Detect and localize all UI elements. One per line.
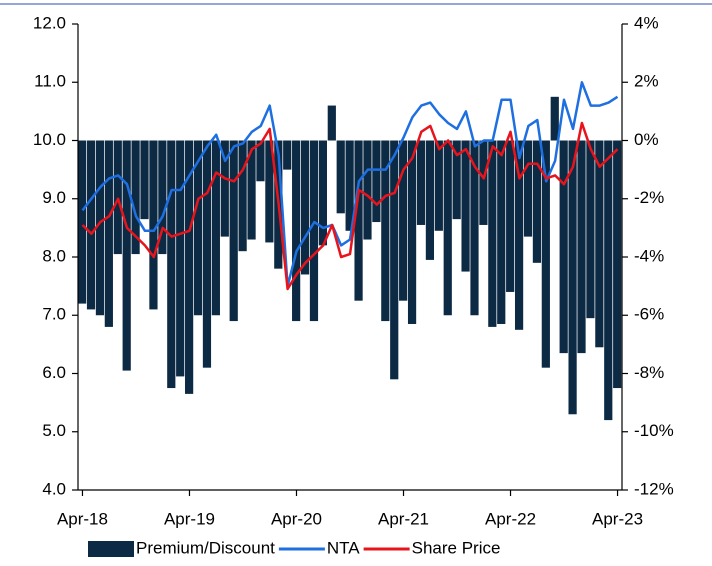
bar [354, 140, 363, 301]
bar [211, 140, 220, 316]
bar [399, 140, 408, 301]
bar [265, 140, 274, 243]
bar [416, 140, 426, 225]
x-tick-label: Apr-21 [378, 509, 429, 528]
legend-label: Premium/Discount [136, 538, 275, 557]
bar [550, 96, 559, 141]
y-tick-label: 9.0 [42, 188, 66, 207]
bar [229, 140, 238, 322]
bar [604, 140, 613, 421]
bar [434, 140, 443, 231]
bar [363, 140, 372, 240]
bar [488, 140, 497, 327]
bar [577, 140, 586, 354]
x-tick-label: Apr-20 [271, 509, 322, 528]
bar [104, 140, 113, 327]
x-tick-label: Apr-19 [164, 509, 215, 528]
bar [506, 140, 515, 292]
bar [193, 140, 203, 316]
bar [336, 140, 345, 214]
y2-tick-label: -8% [634, 363, 664, 382]
bar [390, 140, 399, 380]
bar [309, 140, 319, 322]
y2-tick-label: -6% [634, 305, 664, 324]
bar [149, 140, 158, 310]
y2-tick-label: -12% [634, 479, 674, 498]
bar [131, 140, 140, 255]
bar [318, 140, 327, 246]
bar [425, 140, 435, 260]
bar [202, 140, 212, 368]
bar [541, 140, 550, 368]
bar [113, 140, 122, 255]
bar [568, 140, 577, 415]
bar [247, 140, 256, 240]
y-tick-label: 8.0 [42, 246, 66, 265]
bar [158, 140, 167, 255]
y-tick-label: 7.0 [42, 305, 66, 324]
y-tick-label: 11.0 [34, 72, 66, 91]
bar [176, 140, 185, 377]
bar [292, 140, 301, 322]
bar [345, 140, 354, 231]
y-tick-label: 6.0 [42, 363, 66, 382]
x-tick-label: Apr-18 [57, 509, 108, 528]
y2-tick-label: -4% [634, 246, 664, 265]
bar [256, 140, 265, 182]
y-tick-label: 12.0 [33, 13, 66, 32]
bar [532, 140, 542, 263]
legend-swatch [88, 541, 134, 557]
line [81, 121, 619, 291]
y2-tick-label: 0% [634, 130, 659, 149]
bar [327, 105, 336, 141]
bar [407, 140, 417, 324]
bar [595, 140, 604, 348]
bar [586, 140, 595, 319]
y2-tick-label: -10% [634, 421, 674, 440]
y2-tick-label: 4% [634, 13, 659, 32]
x-tick-label: Apr-22 [485, 509, 536, 528]
y2-tick-label: 2% [634, 72, 659, 91]
line [81, 81, 619, 288]
bar [300, 140, 310, 275]
legend-label: Share Price [412, 538, 501, 557]
bar [185, 140, 194, 394]
bar [95, 140, 105, 316]
x-tick-label: Apr-23 [592, 509, 643, 528]
bar [283, 140, 292, 170]
bar [461, 140, 470, 272]
bar [452, 140, 461, 220]
bar [140, 140, 149, 220]
bar [220, 140, 229, 237]
bar [167, 140, 176, 389]
y-tick-label: 4.0 [42, 479, 66, 498]
legend-label: NTA [327, 538, 360, 557]
bar [122, 140, 131, 371]
bar [497, 140, 506, 324]
y-tick-label: 10.0 [33, 130, 66, 149]
bar [443, 140, 452, 316]
bar [514, 140, 524, 330]
y2-tick-label: -2% [634, 188, 664, 207]
bar [470, 140, 479, 316]
bar [559, 140, 568, 354]
bar [479, 140, 488, 225]
bar [78, 140, 87, 304]
bar [238, 140, 247, 252]
bar [86, 140, 96, 310]
bar [523, 140, 533, 237]
bar [381, 140, 390, 322]
bar [372, 140, 381, 223]
bar [613, 140, 622, 389]
y-tick-label: 5.0 [42, 421, 66, 440]
